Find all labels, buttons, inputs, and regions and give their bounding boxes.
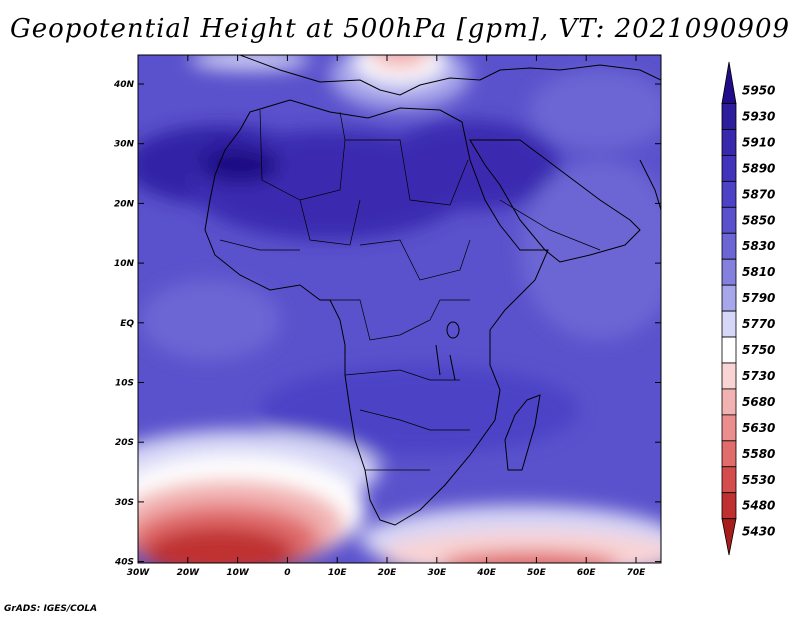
lon-tick-label: 60E xyxy=(577,568,597,578)
lat-tick-label: 40S xyxy=(114,558,134,568)
longitude-axis: 30W 20W 10W 0 10E 20E 30E 40E 50E 60E 70E xyxy=(127,55,646,578)
colorbar-swatch xyxy=(721,284,737,312)
lon-tick-label: 10E xyxy=(328,568,348,578)
credit-label: GrADS: IGES/COLA xyxy=(4,604,98,614)
colorbar-label: 5430 xyxy=(742,525,775,539)
lakes xyxy=(435,321,460,381)
colorbar-swatch xyxy=(721,232,737,260)
lon-tick-label: 70E xyxy=(627,568,647,578)
lat-tick-label: 10S xyxy=(115,379,134,389)
lat-tick-label: 30S xyxy=(115,498,134,508)
colorbar-swatch xyxy=(721,129,737,156)
colorbar-label: 5770 xyxy=(742,317,775,331)
country-borders xyxy=(219,109,601,471)
colorbar-label: 5850 xyxy=(742,213,775,227)
lat-tick-label: 10N xyxy=(114,259,135,269)
lat-tick-label: EQ xyxy=(120,319,134,329)
colorbar-cap-top xyxy=(721,61,737,104)
colorbar-swatch xyxy=(721,466,737,494)
colorbar-swatch xyxy=(721,440,737,468)
colorbar-swatch xyxy=(721,180,737,208)
lon-tick-label: 20E xyxy=(378,568,398,578)
colorbar-cap-bottom xyxy=(721,518,737,556)
coastlines xyxy=(204,55,661,526)
arabia-coastline xyxy=(469,139,641,263)
colorbar-label: 5930 xyxy=(742,109,775,123)
colorbar-label: 5480 xyxy=(742,499,775,513)
colorbar-swatch xyxy=(721,414,737,442)
lon-tick-label: 30E xyxy=(427,568,447,578)
colorbar-label: 5750 xyxy=(742,343,775,357)
lat-tick-label: 20N xyxy=(114,199,135,209)
lon-tick-label: 40E xyxy=(476,568,497,578)
lat-tick-label: 40N xyxy=(113,80,135,90)
plot-frame xyxy=(137,54,662,564)
colorbar-label: 5870 xyxy=(742,187,775,201)
lon-tick-label: 10W xyxy=(226,568,250,578)
lon-tick-label: 50E xyxy=(527,568,547,578)
colorbar-swatch xyxy=(721,155,737,182)
africa-coastline xyxy=(204,99,549,526)
colorbar-swatch xyxy=(721,388,737,416)
colorbar-swatch xyxy=(721,362,737,390)
colorbar-label: 5680 xyxy=(742,395,775,409)
latitude-axis: 40N 30N 20N 10N EQ 10S 20S 30S 40S xyxy=(113,80,661,568)
colorbar-swatch xyxy=(721,310,737,338)
lon-tick-label: 20W xyxy=(177,568,201,578)
colorbar-label: 5580 xyxy=(742,447,775,461)
colorbar-label: 5630 xyxy=(742,421,775,435)
colorbar-swatch xyxy=(721,103,737,130)
colorbar-swatch xyxy=(721,206,737,234)
lat-tick-label: 20S xyxy=(115,438,134,448)
lon-tick-label: 0 xyxy=(284,568,290,578)
madagascar-coastline xyxy=(504,394,541,471)
height-field xyxy=(138,55,661,563)
colorbar-label: 5530 xyxy=(742,473,775,487)
colorbar-label: 5950 xyxy=(742,84,775,98)
colorbar-label: 5890 xyxy=(742,161,775,175)
colorbar-label: 5730 xyxy=(742,369,775,383)
europe-coastline xyxy=(239,55,661,96)
lat-tick-label: 30N xyxy=(114,140,135,150)
colorbar-swatch xyxy=(721,492,737,520)
colorbar-label: 5830 xyxy=(742,239,775,253)
colorbar-label: 5810 xyxy=(742,265,775,279)
colorbar: 5950 5930 5910 5890 5870 5850 5830 5810 5790 5770… xyxy=(721,61,775,556)
map-title: Geopotential Height at 500hPa [gpm], VT:… xyxy=(9,14,791,44)
lon-tick-label: 30W xyxy=(127,568,151,578)
colorbar-label: 5910 xyxy=(742,135,775,149)
colorbar-swatch xyxy=(721,336,737,364)
colorbar-label: 5790 xyxy=(742,291,775,305)
colorbar-swatch xyxy=(721,258,737,286)
